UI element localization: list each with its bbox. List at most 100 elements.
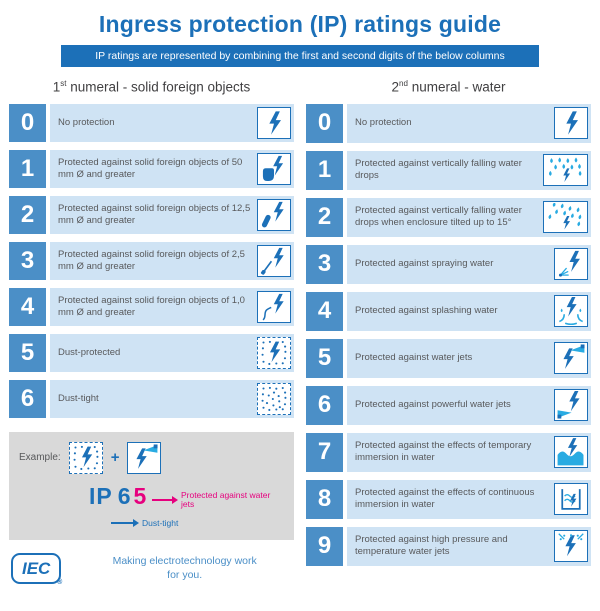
- spray-icon: [554, 248, 588, 280]
- rating-text: Protected against solid foreign objects …: [58, 294, 245, 318]
- rating-row-water-4: 4 Protected against splashing water: [306, 291, 591, 331]
- dust-tight-note: Dust-tight: [142, 517, 179, 528]
- water-column: 2nd numeral - water 0 No protection 1 Prote…: [306, 79, 591, 584]
- tool-bolt-icon: [257, 244, 291, 277]
- rating-digit: 9: [306, 526, 343, 566]
- continuous-immersion-icon: [554, 483, 588, 515]
- rating-row-water-9: 9 Protected against high pressure and tem…: [306, 526, 591, 566]
- dust-note-row: Dust-tight: [111, 518, 284, 528]
- rating-digit: 2: [306, 197, 343, 237]
- rating-digit: 4: [306, 291, 343, 331]
- rating-row-water-8: 8 Protected against the effects of contin…: [306, 479, 591, 519]
- rating-digit: 4: [9, 287, 46, 326]
- ip-code-row: IP 6 5 Protected against water jets: [89, 483, 284, 510]
- powerful-jet-icon: [554, 389, 588, 421]
- water-arrow: [152, 496, 178, 504]
- tagline-line2: for you.: [167, 569, 203, 581]
- example-label: Example:: [19, 452, 61, 463]
- rating-digit: 6: [306, 385, 343, 425]
- rating-row-water-6: 6 Protected against powerful water jets: [306, 385, 591, 425]
- solids-column-heading: 1st numeral - solid foreign objects: [9, 79, 294, 95]
- rating-text: Protected against the effects of tempora…: [355, 440, 532, 463]
- water-jets-note: Protected against water jets: [180, 489, 271, 509]
- bolt-icon: [257, 106, 291, 139]
- rating-digit: 7: [306, 432, 343, 472]
- water-column-heading: 2nd numeral - water: [306, 79, 591, 95]
- rating-text: Protected against water jets: [355, 352, 473, 364]
- drops-tilted-icon: [543, 201, 588, 233]
- rating-text: No protection: [355, 117, 412, 129]
- hand-bolt-icon: [257, 152, 291, 185]
- rating-text: Protected against powerful water jets: [355, 399, 511, 411]
- iec-logo-text: IEC: [22, 558, 51, 578]
- registered-mark: ®: [57, 578, 63, 586]
- rating-row-water-2: 2 Protected against vertically falling wa…: [306, 197, 591, 237]
- columns-container: 1st numeral - solid foreign objects 0 No …: [0, 79, 600, 586]
- rating-text: Protected against splashing water: [355, 305, 498, 317]
- iec-logo: IEC ®: [11, 552, 63, 586]
- page-title: Ingress protection (IP) ratings guide: [98, 11, 502, 37]
- rating-description: Protected against high pressure and temp…: [347, 526, 591, 566]
- solids-column: 1st numeral - solid foreign objects 0 No …: [9, 79, 294, 586]
- example-icons-row: Example: +: [19, 441, 284, 474]
- rating-description: Protected against water jets: [347, 338, 591, 378]
- dust-bolt-icon: [257, 336, 291, 369]
- splash-icon: [554, 295, 588, 327]
- rating-row-solids-1: 1 Protected against solid foreign objects…: [9, 149, 294, 188]
- rating-description: Protected against the effects of tempora…: [347, 432, 591, 472]
- rating-text: Protected against vertically falling wat…: [355, 205, 522, 228]
- rating-text: Protected against vertically falling wat…: [355, 158, 522, 181]
- drops-icon: [543, 154, 588, 186]
- rating-description: Dust-tight: [50, 379, 294, 418]
- rating-text: Protected against high pressure and temp…: [355, 534, 508, 557]
- immersion-icon: [554, 436, 588, 468]
- ip-ratings-guide: Ingress protection (IP) ratings guide IP…: [0, 11, 600, 586]
- rating-row-water-1: 1 Protected against vertically falling wa…: [306, 150, 591, 190]
- jet-icon: [127, 441, 162, 474]
- rating-row-water-3: 3 Protected against spraying water: [306, 244, 591, 284]
- rating-description: Dust-protected: [50, 333, 294, 372]
- rating-text: Dust-protected: [58, 346, 121, 358]
- rating-row-water-7: 7 Protected against the effects of tempor…: [306, 432, 591, 472]
- heading-ordinal: st: [60, 79, 67, 88]
- rating-row-solids-4: 4 Protected against solid foreign objects…: [9, 287, 294, 326]
- footer: IEC ® Making electrotechnology work for y…: [9, 552, 294, 586]
- rating-description: No protection: [50, 103, 294, 142]
- example-box: Example: + IP 6 5 Protected against wate…: [9, 431, 294, 540]
- rating-row-solids-6: 6 Dust-tight: [9, 379, 294, 418]
- rating-text: No protection: [58, 116, 115, 128]
- rating-digit: 2: [9, 195, 46, 234]
- rating-digit: 5: [9, 333, 46, 372]
- rating-text: Protected against spraying water: [355, 258, 494, 270]
- rating-description: Protected against splashing water: [347, 291, 591, 331]
- plus-sign: +: [110, 449, 120, 466]
- tagline-line1: Making electrotechnology work: [112, 554, 257, 567]
- dust-icon: [257, 382, 291, 415]
- rating-row-water-5: 5 Protected against water jets: [306, 338, 591, 378]
- ip-label: IP: [89, 482, 113, 509]
- bolt-icon: [554, 107, 588, 139]
- heading-number: 2: [391, 79, 400, 95]
- water-rows: 0 No protection 1 Protected against vertica…: [306, 103, 591, 566]
- rating-description: Protected against solid foreign objects …: [50, 241, 294, 280]
- rating-description: No protection: [347, 103, 591, 143]
- finger-bolt-icon: [257, 198, 291, 231]
- jet-icon: [554, 342, 588, 374]
- rating-text: Protected against solid foreign objects …: [58, 156, 243, 180]
- rating-text: Protected against the effects of continu…: [355, 487, 535, 510]
- rating-digit: 0: [306, 103, 343, 143]
- rating-description: Protected against powerful water jets: [347, 385, 591, 425]
- heading-text: numeral - solid foreign objects: [66, 79, 251, 95]
- rating-digit: 8: [306, 479, 343, 519]
- rating-digit: 5: [306, 338, 343, 378]
- rating-digit: 1: [306, 150, 343, 190]
- rating-description: Protected against vertically falling wat…: [347, 197, 591, 237]
- rating-digit: 6: [9, 379, 46, 418]
- rating-row-water-0: 0 No protection: [306, 103, 591, 143]
- high-pressure-icon: [554, 530, 588, 562]
- subtitle-bar: IP ratings are represented by combining …: [61, 45, 539, 67]
- rating-description: Protected against solid foreign objects …: [50, 287, 294, 326]
- wire-bolt-icon: [257, 290, 291, 323]
- rating-description: Protected against spraying water: [347, 244, 591, 284]
- dust-arrow: [111, 518, 139, 527]
